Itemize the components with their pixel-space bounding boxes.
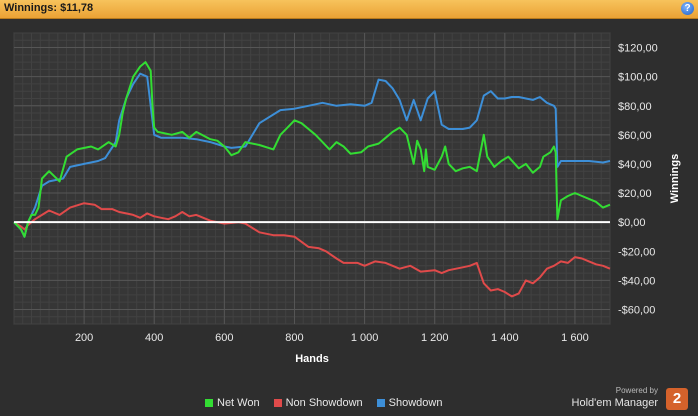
x-axis-label: Hands — [295, 353, 329, 365]
showdown-swatch — [376, 399, 385, 407]
x-tick-label: 1 600 — [561, 332, 589, 344]
series-layer — [13, 61, 611, 298]
legend-item-net-won[interactable]: Net Won — [205, 397, 260, 409]
x-tick-label: 200 — [75, 332, 93, 344]
x-tick-label: 800 — [285, 332, 303, 344]
y-tick-label: $80,00 — [618, 101, 652, 113]
x-tick-label: 400 — [145, 332, 163, 344]
non-showdown-swatch — [273, 399, 282, 407]
y-axis-label: Winnings — [669, 154, 681, 203]
net-won-swatch — [205, 399, 213, 407]
y-tick-label: -$60,00 — [618, 304, 655, 316]
y-axis-tick-labels: $120,00 $100,00 $80,00 $60,00 $40,00 $20,00 $0… — [618, 43, 658, 317]
series-line-non-showdown — [13, 202, 611, 298]
legend-item-showdown[interactable]: Showdown — [376, 397, 443, 409]
x-tick-label: 600 — [215, 332, 233, 344]
series-line-showdown — [13, 72, 611, 238]
y-tick-label: -$40,00 — [618, 275, 655, 287]
y-tick-label: $40,00 — [618, 159, 652, 171]
product-name: Hold'em Manager — [571, 397, 658, 409]
series-line-net-won — [13, 61, 611, 238]
legend-label-non-showdown: Non Showdown — [285, 397, 363, 409]
title-bar: Winnings: $11,78 ? — [0, 0, 698, 19]
legend-item-non-showdown[interactable]: Non Showdown — [273, 397, 363, 409]
y-tick-label: $20,00 — [618, 188, 652, 200]
x-tick-label: 1 000 — [351, 332, 379, 344]
y-tick-label: $100,00 — [618, 72, 658, 84]
y-tick-label: $120,00 — [618, 43, 658, 55]
legend-label-showdown: Showdown — [388, 397, 443, 409]
logo-icon: 2 — [666, 388, 688, 410]
powered-by-text: Powered by — [615, 386, 658, 395]
winnings-chart: $120,00 $100,00 $80,00 $60,00 $40,00 $20,00 $0… — [0, 19, 698, 396]
chart-legend: Net Won Non Showdown Showdown — [205, 397, 442, 409]
x-tick-label: 1 200 — [421, 332, 449, 344]
x-tick-label: 1 400 — [491, 332, 519, 344]
y-tick-label: $0,00 — [618, 217, 646, 229]
help-icon[interactable]: ? — [681, 2, 694, 15]
brand-logo: Powered by Hold'em Manager 2 — [572, 386, 688, 414]
y-tick-label: -$20,00 — [618, 246, 655, 258]
x-axis-tick-labels: 200 400 600 800 1 000 1 200 1 400 1 600 — [75, 332, 589, 344]
winnings-title: Winnings: $11,78 — [4, 2, 94, 14]
legend-label-net-won: Net Won — [217, 397, 260, 409]
y-tick-label: $60,00 — [618, 130, 652, 142]
